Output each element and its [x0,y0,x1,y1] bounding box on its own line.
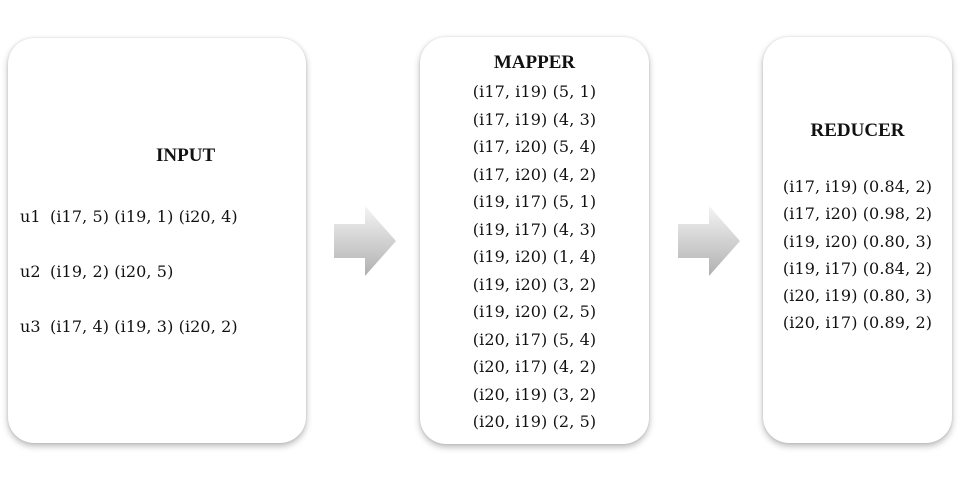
input-row-u3: u3 (i17, 4) (i19, 3) (i20, 2) [20,315,238,370]
reducer-row: (i17, i19) (0.84, 2) [782,177,933,196]
input-row-u2: u2 (i19, 2) (i20, 5) [20,260,238,315]
input-row-u1: u1 (i17, 5) (i19, 1) (i20, 4) [20,205,238,260]
reducer-panel: REDUCER (i17, i19) (0.84, 2) (i17, i20) … [763,37,952,443]
input-title: INPUT [156,145,216,166]
reducer-row: (i19, i17) (0.84, 2) [782,258,933,278]
mapper-row: (i17, i20) (4, 2) [472,164,597,184]
input-list: u1 (i17, 5) (i19, 1) (i20, 4) u2 (i19, 2) … [20,205,238,370]
arrow-right-icon [332,205,398,281]
user-items: (i17, 4) (i19, 3) (i20, 2) [50,317,238,336]
user-id: u3 [20,317,41,336]
user-items: (i17, 5) (i19, 1) (i20, 4) [50,207,238,226]
mapper-panel: MAPPER (i17, i19) (5, 1) (i17, i19) (4, … [420,37,649,444]
mapper-row: (i19, i20) (3, 2) [472,274,597,294]
mapper-row: (i19, i20) (1, 4) [472,247,597,266]
input-panel: INPUT u1 (i17, 5) (i19, 1) (i20, 4) u2 (i1… [8,38,306,443]
mapper-row: (i19, i17) (4, 3) [472,219,597,239]
mapper-row: (i19, i17) (5, 1) [472,192,597,211]
mapper-row: (i17, i19) (4, 3) [472,109,597,129]
mapper-row: (i20, i17) (4, 2) [472,357,597,376]
reducer-row: (i20, i17) (0.89, 2) [782,313,933,333]
mapper-row: (i20, i17) (5, 4) [472,329,597,349]
mapper-list: (i17, i19) (5, 1) (i17, i19) (4, 3) (i17… [420,78,649,436]
user-items: (i19, 2) (i20, 5) [50,262,174,281]
arrow-right-icon [676,205,742,281]
mapper-title: MAPPER [493,52,576,73]
reducer-title: REDUCER [810,120,905,141]
reducer-row: (i19, i20) (0.80, 3) [782,231,933,251]
reducer-row: (i20, i19) (0.80, 3) [782,286,933,306]
mapper-row: (i20, i19) (2, 5) [472,412,597,431]
mapper-row: (i19, i20) (2, 5) [472,302,597,321]
user-id: u1 [20,207,41,226]
reducer-list: (i17, i19) (0.84, 2) (i17, i20) (0.98, 2… [763,173,952,337]
mapper-row: (i17, i20) (5, 4) [472,137,597,156]
mapper-row: (i17, i19) (5, 1) [472,82,597,101]
reducer-row: (i17, i20) (0.98, 2) [782,204,933,224]
mapper-row: (i20, i19) (3, 2) [472,384,597,404]
user-id: u2 [20,262,41,281]
